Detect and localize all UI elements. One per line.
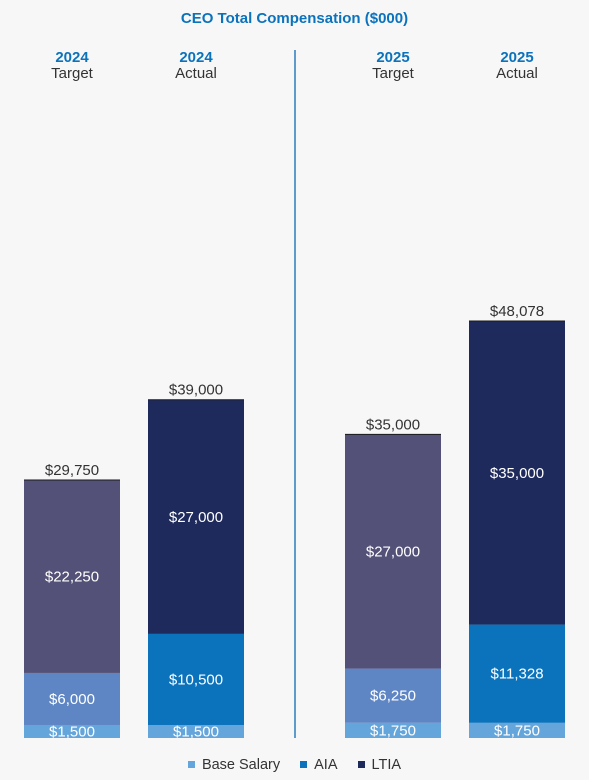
legend: Base Salary AIA LTIA [0,757,589,773]
group-type-header: Target [372,65,415,82]
bar-segment-base-salary [24,724,120,738]
bar-total-label: $39,000 [169,382,223,399]
bar-segment-ltia [148,399,244,634]
legend-label: LTIA [371,757,402,773]
legend-label: Base Salary [201,757,281,773]
group-type-header: Target [51,65,94,82]
group-year-header: 2025 [500,49,533,66]
segment-value-label: $10,500 [169,671,223,688]
legend-swatch [357,760,365,768]
bar-segment-base-salary [469,722,565,738]
legend-item: LTIA [357,757,402,773]
bar-segment-base-salary [148,724,244,738]
bar-segment-aia [469,624,565,723]
group-year-header: 2024 [179,49,213,66]
segment-value-label: $27,000 [169,509,223,526]
bar-total-label: $29,750 [45,462,99,479]
segment-value-label: $1,500 [173,723,219,740]
bar-segment-aia [24,672,120,725]
segment-value-label: $22,250 [45,568,99,585]
segment-value-label: $11,328 [490,666,543,683]
group-type-header: Actual [175,65,217,82]
legend-swatch [300,760,308,768]
group-year-header: 2025 [376,49,409,66]
segment-value-label: $6,250 [370,688,416,705]
segment-value-label: $1,500 [49,723,95,740]
bar-total-label: $35,000 [366,416,420,433]
bar-segment-aia [148,633,244,725]
legend-label: AIA [314,757,338,773]
legend-item: AIA [300,757,338,773]
legend-swatch [187,760,195,768]
segment-value-label: $35,000 [490,465,544,482]
bar-segment-ltia [345,434,441,669]
bar-segment-ltia [24,479,120,673]
segment-value-label: $27,000 [366,544,420,561]
group-year-header: 2024 [55,49,89,66]
chart-title: CEO Total Compensation ($000) [181,10,408,27]
segment-value-label: $1,750 [494,722,540,739]
bar-segment-base-salary [345,722,441,738]
bar-total-label: $48,078 [490,303,544,320]
bar-segment-aia [345,668,441,723]
legend-item: Base Salary [187,757,281,773]
segment-value-label: $1,750 [370,722,416,739]
bar-segment-ltia [469,321,565,625]
group-type-header: Actual [496,65,538,82]
segment-value-label: $6,000 [49,691,95,708]
